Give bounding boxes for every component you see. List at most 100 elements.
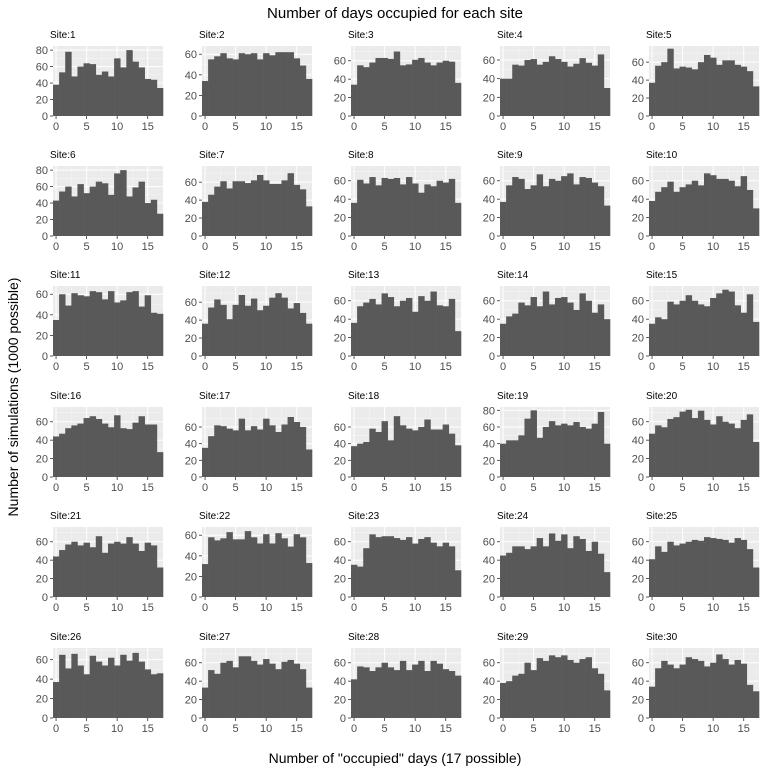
- histogram-bar: [418, 57, 425, 116]
- facet-strip-label: Site:15: [646, 270, 678, 281]
- histogram-bar: [263, 534, 270, 597]
- histogram-bar: [448, 433, 456, 477]
- x-tick-label: 10: [558, 241, 570, 253]
- y-tick-label: 20: [483, 695, 495, 707]
- histogram-bar: [655, 65, 662, 116]
- histogram-bar: [555, 657, 562, 718]
- histogram-bar: [752, 442, 760, 477]
- histogram-bar: [232, 304, 239, 356]
- histogram-bar: [393, 177, 401, 236]
- x-tick-label: 10: [707, 602, 719, 614]
- histogram-bar: [369, 62, 376, 116]
- histogram-bar: [506, 316, 513, 356]
- y-tick-label: 40: [483, 194, 495, 206]
- x-tick-label: 5: [233, 723, 239, 735]
- y-tick-label: 60: [334, 422, 346, 434]
- histogram-bar: [518, 435, 525, 477]
- histogram-bar: [387, 58, 395, 116]
- x-tick-label: 10: [260, 723, 272, 735]
- histogram-bar: [740, 663, 748, 718]
- histogram-bar: [436, 62, 443, 116]
- histogram-bar: [120, 300, 127, 356]
- x-tick-label: 15: [142, 482, 154, 494]
- histogram-bar: [281, 661, 288, 718]
- histogram-bar: [524, 549, 531, 597]
- histogram-bar: [506, 440, 513, 477]
- y-tick-label: 60: [36, 537, 48, 549]
- x-tick-label: 15: [142, 723, 154, 735]
- histogram-bar: [244, 305, 252, 356]
- histogram-bar: [150, 79, 158, 116]
- histogram-bar: [649, 323, 656, 356]
- x-tick-label: 15: [589, 121, 601, 133]
- histogram-bar: [150, 312, 158, 356]
- histogram-bar: [573, 662, 580, 718]
- histogram-bar: [53, 682, 60, 718]
- histogram-bar: [579, 427, 586, 477]
- facet-panel: Site:21 0 20 40 60 0 5 10 15: [36, 511, 164, 614]
- histogram-bar: [351, 202, 358, 236]
- histogram-bar: [138, 306, 145, 356]
- histogram-bar: [722, 178, 729, 236]
- histogram-bar: [685, 295, 693, 356]
- histogram-bar: [144, 295, 152, 356]
- y-tick-label: 20: [334, 574, 346, 586]
- histogram-bar: [83, 193, 90, 236]
- y-tick-label: 0: [191, 231, 197, 243]
- histogram-bar: [244, 531, 252, 597]
- facet-strip-label: Site:2: [199, 30, 225, 41]
- histogram-bar: [555, 180, 562, 236]
- x-tick-label: 10: [707, 241, 719, 253]
- x-tick-label: 0: [351, 121, 357, 133]
- histogram-bar: [542, 61, 550, 116]
- x-tick-label: 15: [291, 723, 303, 735]
- y-tick-label: 40: [185, 195, 197, 207]
- x-tick-label: 15: [440, 361, 452, 373]
- histogram-bar: [250, 53, 258, 116]
- histogram-bar: [442, 669, 450, 718]
- x-tick-label: 15: [589, 361, 601, 373]
- histogram-bar: [150, 674, 158, 718]
- histogram-bar: [89, 547, 97, 597]
- x-tick-label: 5: [531, 723, 537, 735]
- facet-strip-label: Site:17: [199, 391, 231, 402]
- facet-strip-label: Site:20: [646, 391, 678, 402]
- histogram-bar: [691, 180, 699, 236]
- histogram-bar: [530, 297, 537, 356]
- histogram-bar: [305, 323, 313, 356]
- histogram-bar: [530, 59, 537, 116]
- histogram-bar: [287, 546, 294, 597]
- histogram-bar: [214, 540, 221, 597]
- histogram-bar: [250, 180, 258, 236]
- histogram-bar: [597, 553, 605, 597]
- y-tick-label: 40: [632, 555, 644, 567]
- histogram-bar: [381, 57, 388, 116]
- x-tick-label: 5: [233, 361, 239, 373]
- histogram-bar: [287, 659, 294, 718]
- histogram-bar: [65, 305, 72, 356]
- histogram-bar: [697, 540, 705, 597]
- histogram-bar: [424, 537, 431, 597]
- histogram-bar: [512, 675, 519, 718]
- histogram-bar: [95, 74, 103, 116]
- histogram-bar: [275, 293, 282, 356]
- histogram-bar: [59, 550, 66, 597]
- histogram-bar: [108, 427, 115, 477]
- x-tick-label: 0: [500, 482, 506, 494]
- histogram-bar: [655, 546, 662, 597]
- histogram-bar: [691, 539, 699, 597]
- x-tick-label: 5: [84, 602, 90, 614]
- histogram-bar: [567, 659, 574, 718]
- facet-panel: Site:26 0 20 40 60 0 5 10 15: [36, 632, 164, 735]
- chart-title: Number of days occupied for each site: [267, 5, 523, 22]
- x-tick-label: 0: [202, 602, 208, 614]
- y-tick-label: 40: [185, 439, 197, 451]
- x-tick-label: 0: [202, 482, 208, 494]
- histogram-bar: [132, 543, 139, 597]
- facet-panel: Site:22 0 20 40 60 0 5 10 15: [185, 511, 313, 614]
- histogram-bar: [679, 66, 686, 116]
- histogram-bar: [95, 181, 103, 236]
- histogram-bar: [202, 687, 209, 718]
- histogram-bar: [114, 58, 121, 116]
- y-tick-label: 20: [483, 333, 495, 345]
